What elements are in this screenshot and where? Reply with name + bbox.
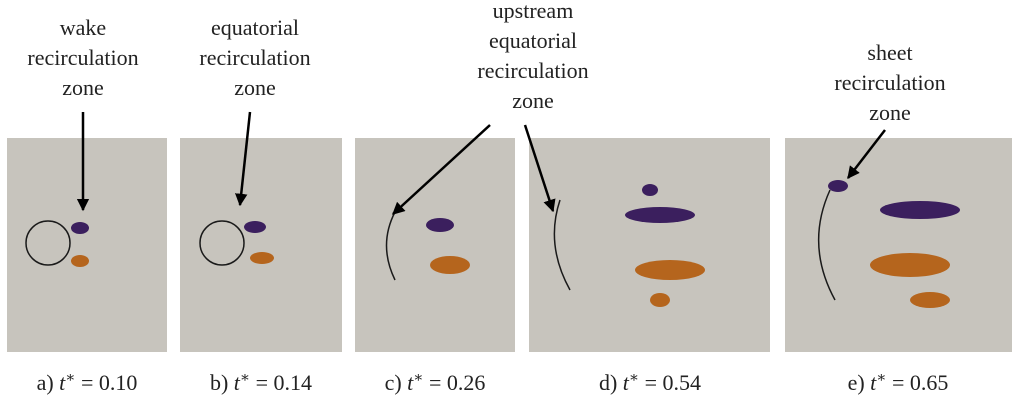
caption-sup: ∗ [629,370,639,386]
caption-value: 0.26 [447,370,486,395]
vortex [870,253,950,277]
annotation-line: recirculation [834,70,945,95]
panel-c [355,138,515,352]
captions: a) t∗ = 0.10 b) t∗ = 0.14 c) t∗ = 0.26 d) t… [37,362,949,395]
annotation-line: sheet [867,40,912,65]
caption-sup: ∗ [876,370,886,386]
vortex [635,260,705,280]
caption-rel: = [645,370,657,395]
caption-sup: ∗ [413,370,423,386]
vortex [250,252,274,264]
vortex [426,218,454,232]
annotations: wake recirculation zone equatorial recircula… [27,0,945,125]
caption: c) t∗ = 0.26 [385,362,486,395]
annotation-line: zone [869,100,911,125]
caption-rel: = [429,370,441,395]
vortex [910,292,950,308]
annotation-line: recirculation [27,45,138,70]
vortex [880,201,960,219]
vortex [642,184,658,196]
annotation-line: zone [234,75,276,100]
vortex [828,180,848,192]
caption-label: c) [385,370,402,395]
caption: a) t∗ = 0.10 [37,362,138,395]
caption-sup: ∗ [240,370,250,386]
caption-label: a) [37,370,54,395]
caption-label: e) [848,370,865,395]
panel-d [529,138,770,352]
annotation-line: upstream [493,0,574,23]
annotation-line: equatorial [211,15,299,40]
caption-label: d) [599,370,617,395]
annotation-line: recirculation [199,45,310,70]
vortex [625,207,695,223]
panel-b [180,138,342,352]
vortex [71,255,89,267]
panels [7,138,1012,352]
caption-value: 0.10 [99,370,138,395]
caption-value: 0.14 [274,370,313,395]
annotation-line: equatorial [489,28,577,53]
caption-rel: = [81,370,93,395]
vortex [71,222,89,234]
vortex [430,256,470,274]
caption-rel: = [256,370,268,395]
vortex [244,221,266,233]
panel-a [7,138,167,352]
figure: wake recirculation zone equatorial recircula… [0,0,1019,403]
annotation-line: wake [60,15,106,40]
annotation-line: zone [512,88,554,113]
caption-rel: = [892,370,904,395]
annotation-line: zone [62,75,104,100]
caption-sup: ∗ [65,370,75,386]
annotation-line: recirculation [477,58,588,83]
vortex [650,293,670,307]
caption-label: b) [210,370,228,395]
caption-value: 0.54 [663,370,702,395]
caption: d) t∗ = 0.54 [599,362,701,395]
caption: e) t∗ = 0.65 [848,362,949,395]
caption: b) t∗ = 0.14 [210,362,312,395]
caption-value: 0.65 [910,370,949,395]
